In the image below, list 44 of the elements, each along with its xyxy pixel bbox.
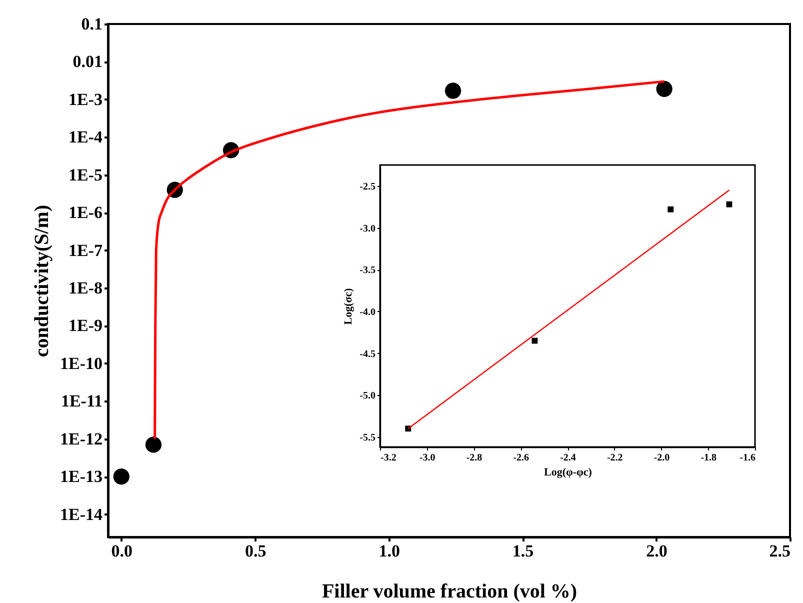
x-tick-label: -2.8	[466, 452, 482, 464]
x-axis-title: Log(φ-φc)	[544, 466, 592, 478]
point	[145, 436, 162, 453]
y-tick-label: -4.5	[360, 348, 376, 360]
y-tick-label: -3.5	[360, 265, 376, 276]
y-tick-label: 1E-12	[60, 429, 102, 448]
y-tick-label: 0.1	[81, 14, 102, 34]
x-tick-label: -2.6	[513, 452, 530, 464]
y-tick-label: -5.5	[360, 432, 376, 444]
y-axis-title: conductivity(S/m)	[31, 204, 53, 358]
y-axis-title: Log(σc)	[342, 288, 355, 325]
y-tick-label: -4.0	[360, 306, 376, 318]
x-tick-label: -3.0	[419, 452, 436, 464]
x-tick-label: 1.5	[512, 542, 534, 560]
x-tick-label: -2.0	[654, 452, 670, 464]
x-axis-title: Filler volume fraction (vol %)	[322, 580, 578, 602]
x-tick-label: -2.2	[606, 452, 623, 464]
y-tick-label: -3.0	[360, 223, 376, 234]
x-tick-label: -2.4	[560, 452, 576, 464]
y-tick-label: 0.01	[72, 52, 102, 72]
y-tick-label: 1E-8	[68, 278, 102, 298]
y-tick-label: 1E-9	[68, 316, 102, 336]
x-tick-label: -1.6	[740, 452, 756, 464]
point	[656, 80, 672, 97]
x-tick-label: 1.0	[378, 542, 400, 560]
point	[113, 468, 130, 485]
x-tick-label: -1.8	[700, 452, 717, 464]
point	[444, 82, 462, 99]
x-tick-label: 0.5	[244, 542, 266, 560]
y-tick-label: -5.0	[360, 390, 376, 402]
y-tick-label: 1E-7	[68, 240, 103, 260]
y-tick-label: -2.5	[360, 181, 376, 192]
y-tick-label: 1E-10	[60, 354, 102, 373]
x-tick-label: 0.0	[111, 542, 132, 560]
x-tick-label: 2.5	[769, 542, 790, 560]
y-tick-label: 1E-5	[68, 165, 102, 184]
y-tick-label: 1E-11	[60, 392, 102, 411]
y-tick-label: 1E-3	[68, 90, 102, 109]
x-tick-label: 2.0	[646, 542, 668, 560]
y-tick-label: 1E-13	[60, 467, 102, 486]
x-tick-label: -3.2	[380, 452, 396, 464]
y-tick-label: 1E-14	[60, 504, 103, 524]
y-tick-label: 1E-4	[68, 128, 103, 147]
y-tick-label: 1E-6	[68, 203, 102, 222]
